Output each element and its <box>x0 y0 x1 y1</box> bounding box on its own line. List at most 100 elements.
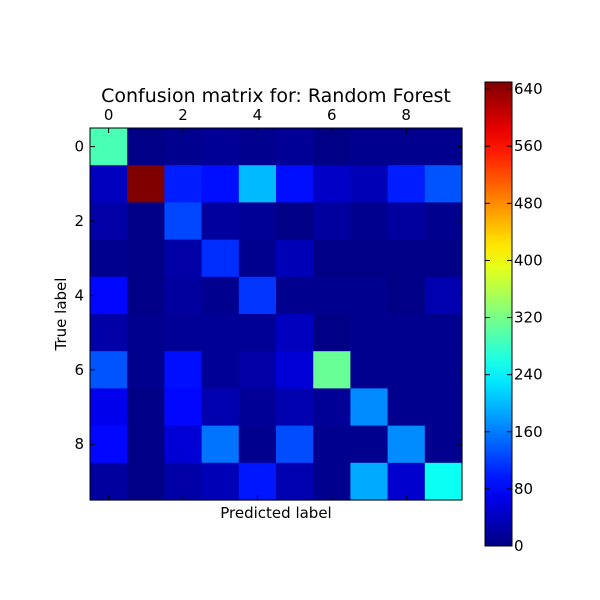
plot-frame <box>89 127 463 501</box>
heatmap-cell-0-8 <box>387 128 426 166</box>
heatmap-cell-1-1 <box>127 165 165 203</box>
heatmap-cell-2-5 <box>276 202 314 241</box>
heatmap-cell-6-5 <box>276 351 314 389</box>
heatmap-cell-0-6 <box>313 128 351 166</box>
x-tick-label: 4 <box>253 106 263 124</box>
heatmap-cell-1-3 <box>201 165 240 203</box>
heatmap-cell-6-2 <box>164 351 203 389</box>
heatmap-cell-9-6 <box>313 462 351 501</box>
heatmap-cell-9-7 <box>350 462 389 501</box>
heatmap-cell-9-2 <box>164 462 203 501</box>
colorbar-tick-label: 480 <box>514 194 543 212</box>
heatmap-cell-6-8 <box>387 351 426 389</box>
heatmap-cell-4-1 <box>127 276 165 315</box>
chart-title: Confusion matrix for: Random Forest <box>101 85 451 107</box>
heatmap-cell-9-5 <box>276 462 314 501</box>
colorbar-ticks: 0 80 160 240 320 400 480 560 640 <box>485 80 543 555</box>
heatmap-cell-1-2 <box>164 165 203 203</box>
heatmap-cell-4-2 <box>164 276 203 315</box>
heatmap-cell-7-4 <box>238 388 277 427</box>
heatmap-cell-6-3 <box>201 351 240 389</box>
heatmap-cell-3-9 <box>424 239 463 278</box>
heatmap-cell-3-1 <box>127 239 165 278</box>
heatmap-cell-5-2 <box>164 314 203 352</box>
heatmap-cell-2-4 <box>238 202 277 241</box>
x-axis-label: Predicted label <box>220 504 331 522</box>
heatmap-cell-2-2 <box>164 202 203 241</box>
heatmap-cell-5-6 <box>313 314 351 352</box>
heatmap-cell-6-4 <box>238 351 277 389</box>
heatmap-cell-4-6 <box>313 276 351 315</box>
heatmap-cell-6-6 <box>313 351 351 389</box>
heatmap-cell-2-7 <box>350 202 389 241</box>
heatmap-cell-8-3 <box>201 425 240 464</box>
y-axis-ticks: 0 2 4 6 8 <box>74 138 462 453</box>
heatmap-cell-3-8 <box>387 239 426 278</box>
heatmap-cell-5-0 <box>90 314 128 352</box>
heatmap-cells <box>90 128 463 501</box>
heatmap-cell-7-1 <box>127 388 165 427</box>
y-tick-label: 6 <box>74 361 84 379</box>
heatmap-cell-8-0 <box>90 425 128 464</box>
heatmap-cell-6-7 <box>350 351 389 389</box>
colorbar-tick-label: 160 <box>514 423 543 441</box>
heatmap-cell-0-1 <box>127 128 165 166</box>
heatmap-cell-3-6 <box>313 239 351 278</box>
heatmap-cell-1-6 <box>313 165 351 203</box>
heatmap-cell-8-8 <box>387 425 426 464</box>
heatmap-cell-6-1 <box>127 351 165 389</box>
heatmap-cell-9-0 <box>90 462 128 501</box>
heatmap-cell-1-7 <box>350 165 389 203</box>
heatmap-cell-1-4 <box>238 165 277 203</box>
heatmap-cell-1-9 <box>424 165 463 203</box>
heatmap-cell-7-0 <box>90 388 128 427</box>
heatmap-cell-5-9 <box>424 314 463 352</box>
heatmap-cell-7-6 <box>313 388 351 427</box>
heatmap-cell-5-8 <box>387 314 426 352</box>
heatmap-cell-4-8 <box>387 276 426 315</box>
colorbar-tick-label: 640 <box>514 80 543 98</box>
heatmap-cell-4-7 <box>350 276 389 315</box>
colorbar-tick-label: 80 <box>514 480 533 498</box>
heatmap-cell-0-5 <box>276 128 314 166</box>
heatmap-cell-7-2 <box>164 388 203 427</box>
heatmap-cell-9-9 <box>424 462 463 501</box>
heatmap-cell-8-7 <box>350 425 389 464</box>
heatmap-cell-6-0 <box>90 351 128 389</box>
colorbar <box>484 81 513 547</box>
heatmap-cell-6-9 <box>424 351 463 389</box>
heatmap-cell-8-4 <box>238 425 277 464</box>
heatmap-cell-9-8 <box>387 462 426 501</box>
heatmap-cell-0-9 <box>424 128 463 166</box>
heatmap-cell-2-8 <box>387 202 426 241</box>
heatmap-cell-0-0 <box>90 128 128 166</box>
heatmap-cell-9-1 <box>127 462 165 501</box>
heatmap-cell-4-3 <box>201 276 240 315</box>
heatmap-cell-5-7 <box>350 314 389 352</box>
heatmap-cell-5-1 <box>127 314 165 352</box>
x-tick-label: 6 <box>327 106 337 124</box>
heatmap-cell-0-3 <box>201 128 240 166</box>
heatmap-cell-3-3 <box>201 239 240 278</box>
heatmap-cell-3-5 <box>276 239 314 278</box>
heatmap-cell-5-5 <box>276 314 314 352</box>
x-tick-label: 0 <box>104 106 114 124</box>
y-tick-label: 2 <box>74 212 84 230</box>
heatmap-cell-1-5 <box>276 165 314 203</box>
heatmap-cell-7-8 <box>387 388 426 427</box>
heatmap-cell-2-6 <box>313 202 351 241</box>
colorbar-tick-label: 400 <box>514 251 543 269</box>
heatmap-cell-9-4 <box>238 462 277 501</box>
heatmap-cell-4-4 <box>238 276 277 315</box>
colorbar-tick-label: 240 <box>514 366 543 384</box>
colorbar-tick-label: 320 <box>514 309 543 327</box>
heatmap-cell-3-4 <box>238 239 277 278</box>
heatmap-cell-9-3 <box>201 462 240 501</box>
heatmap-cell-8-2 <box>164 425 203 464</box>
x-tick-label: 2 <box>178 106 188 124</box>
heatmap-cell-3-7 <box>350 239 389 278</box>
heatmap-cell-2-1 <box>127 202 165 241</box>
heatmap-cell-0-2 <box>164 128 203 166</box>
heatmap-cell-2-9 <box>424 202 463 241</box>
